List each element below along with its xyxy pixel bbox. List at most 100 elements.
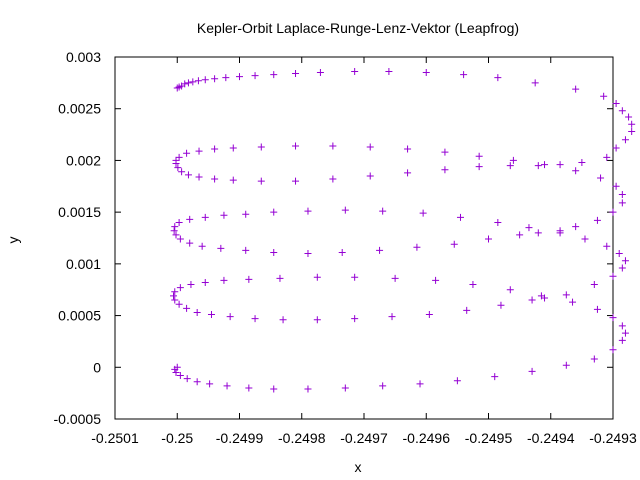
- data-point: [257, 177, 265, 185]
- data-point: [593, 305, 601, 313]
- data-point: [236, 73, 243, 81]
- data-point: [201, 76, 209, 84]
- data-point: [220, 276, 228, 284]
- data-point: [615, 250, 623, 258]
- data-point: [193, 378, 201, 386]
- data-point: [366, 143, 374, 151]
- y-tick-label: 0: [93, 359, 101, 375]
- data-point: [597, 174, 605, 182]
- data-point: [618, 264, 626, 272]
- data-point: [206, 380, 214, 388]
- data-point: [171, 288, 179, 296]
- data-point: [245, 275, 253, 283]
- x-tick-label: -0.2498: [278, 430, 326, 446]
- data-point: [194, 77, 202, 85]
- data-point: [276, 274, 284, 282]
- x-axis-ticks: [114, 57, 614, 419]
- data-point: [609, 314, 617, 322]
- data-point: [186, 239, 194, 247]
- data-point: [329, 142, 337, 150]
- data-point: [506, 162, 514, 170]
- data-point: [193, 308, 201, 316]
- data-point: [338, 248, 346, 256]
- data-point: [572, 167, 580, 175]
- data-point: [175, 218, 183, 226]
- data-point: [425, 311, 433, 319]
- data-point: [621, 329, 629, 337]
- data-point: [441, 148, 449, 156]
- y-tick-label: 0.0025: [58, 101, 101, 117]
- data-point: [341, 206, 349, 214]
- data-point: [556, 161, 564, 169]
- data-point: [304, 385, 312, 393]
- data-point: [186, 215, 194, 223]
- data-point: [413, 243, 421, 251]
- data-point: [600, 92, 608, 100]
- data-point: [590, 355, 598, 363]
- data-point: [628, 127, 636, 135]
- data-point: [572, 85, 580, 93]
- data-point: [528, 296, 536, 304]
- data-point: [329, 175, 337, 183]
- data-point: [618, 336, 626, 344]
- data-point: [450, 240, 458, 248]
- data-point: [172, 156, 180, 164]
- data-point: [183, 149, 191, 157]
- x-axis-label: x: [355, 459, 362, 475]
- data-point: [270, 208, 278, 216]
- data-point: [211, 145, 219, 153]
- data-point: [556, 229, 564, 237]
- data-point: [562, 361, 570, 369]
- data-point: [313, 273, 321, 281]
- data-point: [304, 250, 312, 258]
- data-point: [628, 120, 636, 128]
- y-tick-label: 0.003: [66, 49, 101, 65]
- data-point: [270, 248, 278, 256]
- data-point: [376, 246, 384, 254]
- data-point: [590, 281, 598, 289]
- plot-area-frame: [114, 56, 614, 420]
- data-point: [170, 227, 178, 235]
- data-point: [184, 171, 192, 179]
- data-point: [516, 231, 524, 239]
- data-point: [316, 69, 324, 77]
- data-point: [173, 363, 181, 371]
- data-point: [211, 175, 219, 183]
- data-point: [621, 136, 629, 144]
- data-point: [174, 164, 182, 172]
- data-point: [534, 162, 542, 170]
- data-point: [229, 176, 237, 184]
- data-point: [603, 153, 611, 161]
- data-point: [351, 315, 359, 323]
- data-point: [569, 298, 577, 306]
- data-point: [183, 304, 191, 312]
- data-point: [618, 322, 626, 330]
- data-point: [226, 313, 234, 321]
- data-point: [463, 306, 471, 314]
- data-point: [270, 385, 278, 393]
- data-point: [385, 67, 393, 75]
- data-point: [279, 316, 287, 324]
- data-point: [313, 316, 321, 324]
- data-point: [404, 169, 412, 177]
- data-point: [603, 242, 611, 250]
- data-point: [572, 223, 580, 231]
- data-point: [172, 231, 180, 239]
- data-point: [229, 144, 237, 152]
- data-point: [366, 172, 374, 180]
- data-point: [609, 346, 617, 354]
- data-point: [292, 70, 300, 78]
- data-point: [351, 273, 359, 281]
- x-tick-label: -0.2497: [340, 430, 388, 446]
- data-point: [379, 207, 387, 215]
- data-point: [172, 368, 180, 376]
- data-point: [176, 235, 184, 243]
- data-point: [469, 281, 477, 289]
- data-point: [217, 244, 225, 252]
- data-point: [497, 301, 505, 309]
- data-point: [534, 229, 542, 237]
- data-point: [460, 71, 468, 79]
- x-tick-label: -0.2499: [216, 430, 264, 446]
